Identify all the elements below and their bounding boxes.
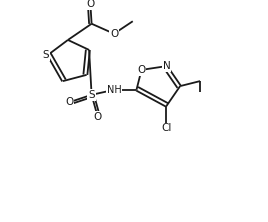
Text: Cl: Cl (161, 123, 172, 133)
Text: S: S (43, 50, 49, 60)
Text: S: S (88, 90, 95, 100)
Text: O: O (137, 65, 146, 75)
Text: NH: NH (107, 85, 121, 95)
Text: O: O (94, 112, 102, 122)
Text: N: N (163, 61, 170, 71)
Text: O: O (86, 0, 95, 9)
Text: O: O (110, 29, 118, 39)
Text: O: O (65, 97, 73, 107)
